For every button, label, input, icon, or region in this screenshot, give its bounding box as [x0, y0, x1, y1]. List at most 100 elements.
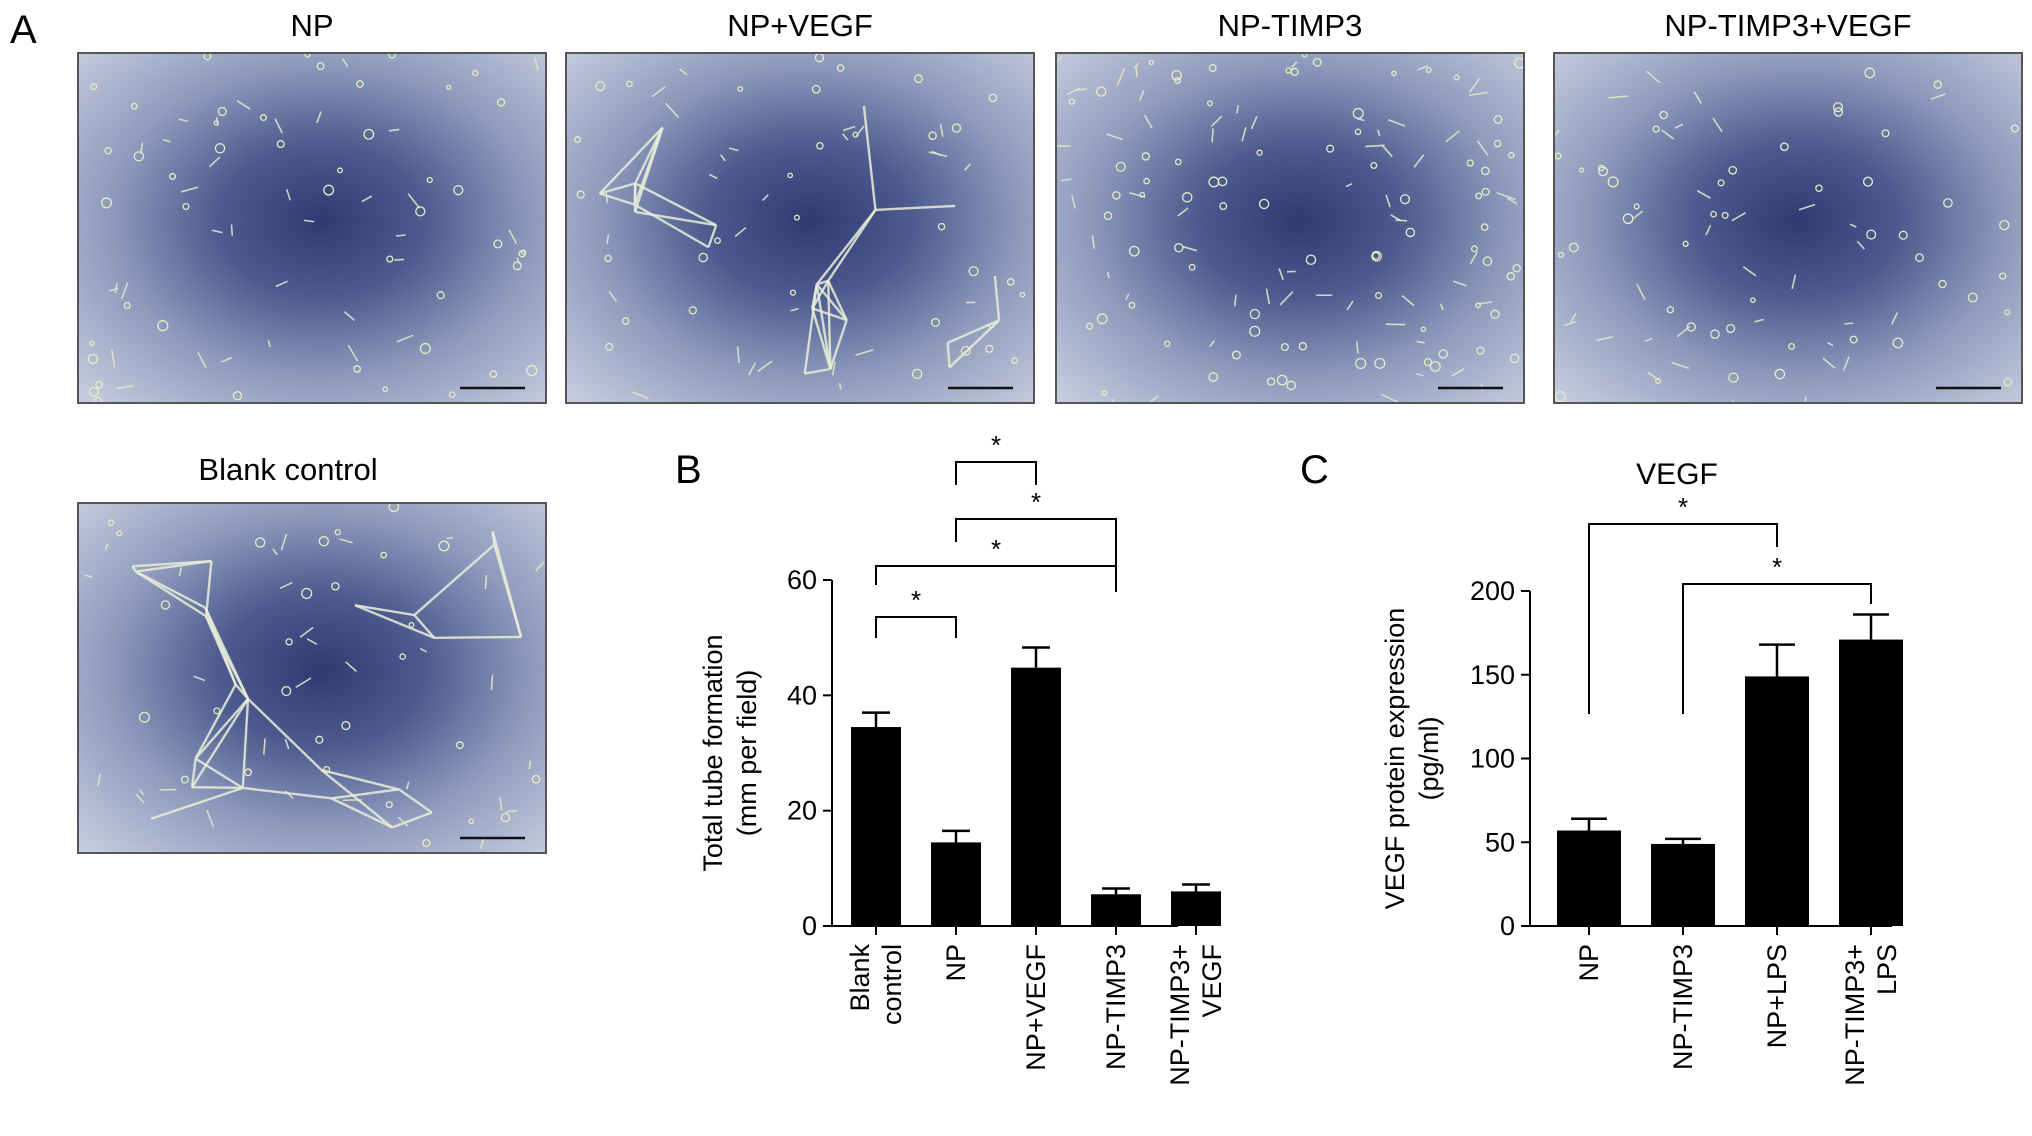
- cell-dot: [914, 74, 923, 84]
- cell-dot: [1849, 335, 1858, 344]
- cell-dot: [1721, 211, 1729, 219]
- cell-dot: [1019, 291, 1026, 298]
- cell-tube: [150, 786, 244, 820]
- cell-body: [1135, 67, 1138, 78]
- cell-body: [1182, 245, 1198, 252]
- cell-body: [1345, 182, 1353, 188]
- cell-body: [1071, 195, 1077, 209]
- cell-body: [342, 798, 362, 802]
- cell-dot: [93, 396, 103, 402]
- cell-dot: [386, 255, 394, 263]
- cell-body: [1395, 219, 1408, 222]
- cell-body: [528, 760, 532, 770]
- significance-bracket: [1588, 523, 1778, 714]
- cell-dot: [1103, 211, 1113, 221]
- cell-dot: [1006, 278, 1015, 286]
- cell-dot: [1174, 158, 1182, 166]
- cell-body: [1387, 119, 1406, 127]
- cell-dot: [1374, 357, 1386, 369]
- cell-body: [396, 234, 406, 237]
- cell-dot: [496, 98, 506, 107]
- cell-body: [1416, 65, 1428, 71]
- cell-dot: [1301, 54, 1308, 58]
- cell-dot: [408, 621, 415, 628]
- cell-body: [1138, 90, 1145, 102]
- cell-body: [606, 234, 610, 245]
- cell-tube: [135, 570, 207, 618]
- y-tick-label: 0: [802, 911, 817, 941]
- cell-tube: [862, 105, 877, 211]
- cell-dot: [1208, 64, 1217, 72]
- cell-body: [303, 219, 315, 223]
- cell-body: [339, 538, 353, 544]
- cell-dot: [1555, 391, 1566, 402]
- cell-tube: [241, 698, 250, 789]
- cell-dot: [1256, 149, 1263, 156]
- cell-body: [1390, 214, 1401, 222]
- cell-dot: [1726, 323, 1736, 334]
- cell-dot: [1967, 292, 1978, 303]
- bar: [1171, 891, 1221, 926]
- cell-body: [84, 574, 93, 578]
- cell-dot: [1425, 66, 1432, 73]
- cell-dot: [1174, 77, 1181, 84]
- cell-tube: [205, 615, 250, 700]
- cell-dot: [323, 765, 331, 774]
- cell-dot: [1374, 291, 1383, 300]
- cell-dot: [1143, 177, 1150, 185]
- cell-body: [206, 809, 215, 828]
- cell-body: [1476, 140, 1489, 156]
- cell-dot: [911, 368, 923, 380]
- cell-body: [104, 543, 109, 551]
- cell-dot: [95, 380, 103, 389]
- cell-dot: [930, 317, 940, 327]
- chart-title: VEGF: [1636, 458, 1718, 491]
- cell-tube: [330, 797, 393, 829]
- cell-dot: [380, 551, 388, 559]
- cell-body: [1290, 61, 1298, 69]
- micrograph-title-blank-control: Blank control: [198, 452, 378, 487]
- cell-dot: [323, 184, 335, 196]
- bar: [931, 842, 981, 926]
- cell-dot: [87, 353, 98, 365]
- cell-body: [608, 290, 618, 302]
- cell-body: [1644, 337, 1653, 343]
- cell-body: [419, 647, 427, 653]
- cell-body: [757, 360, 773, 373]
- cell-tube: [816, 279, 829, 286]
- cell-body: [1849, 223, 1857, 228]
- cell-dot: [399, 653, 406, 660]
- cell-dot: [816, 141, 824, 150]
- cell-body: [535, 561, 545, 572]
- cell-dot: [316, 62, 325, 71]
- cell-dot: [353, 365, 361, 373]
- cell-dot: [1354, 128, 1362, 136]
- cell-dot: [1298, 341, 1308, 351]
- y-tick-label: 200: [1470, 576, 1515, 606]
- cell-dot: [1095, 86, 1107, 97]
- cell-dot: [1710, 210, 1717, 218]
- cell-tube: [815, 209, 877, 286]
- cell-tube: [875, 204, 956, 212]
- cell-body: [1661, 129, 1675, 140]
- cell-tube: [811, 308, 832, 370]
- cell-body: [343, 310, 356, 321]
- cell-dot: [960, 345, 971, 356]
- cell-body: [388, 128, 400, 132]
- cell-tube: [599, 192, 636, 206]
- cell-body: [708, 173, 718, 180]
- cell-dot: [1682, 240, 1689, 247]
- cell-dot: [1370, 162, 1378, 170]
- cell-dot: [1266, 377, 1276, 386]
- bar: [1651, 843, 1715, 926]
- cell-body: [1705, 224, 1712, 236]
- cell-dot: [1881, 129, 1890, 138]
- cell-body: [1496, 191, 1516, 201]
- cell-dot: [1728, 165, 1738, 175]
- cell-dot: [276, 140, 285, 149]
- cell-body: [1355, 341, 1359, 354]
- cell-body: [605, 192, 609, 204]
- cell-body: [1468, 77, 1481, 93]
- cell-body: [1804, 396, 1807, 402]
- cell-body: [790, 307, 799, 312]
